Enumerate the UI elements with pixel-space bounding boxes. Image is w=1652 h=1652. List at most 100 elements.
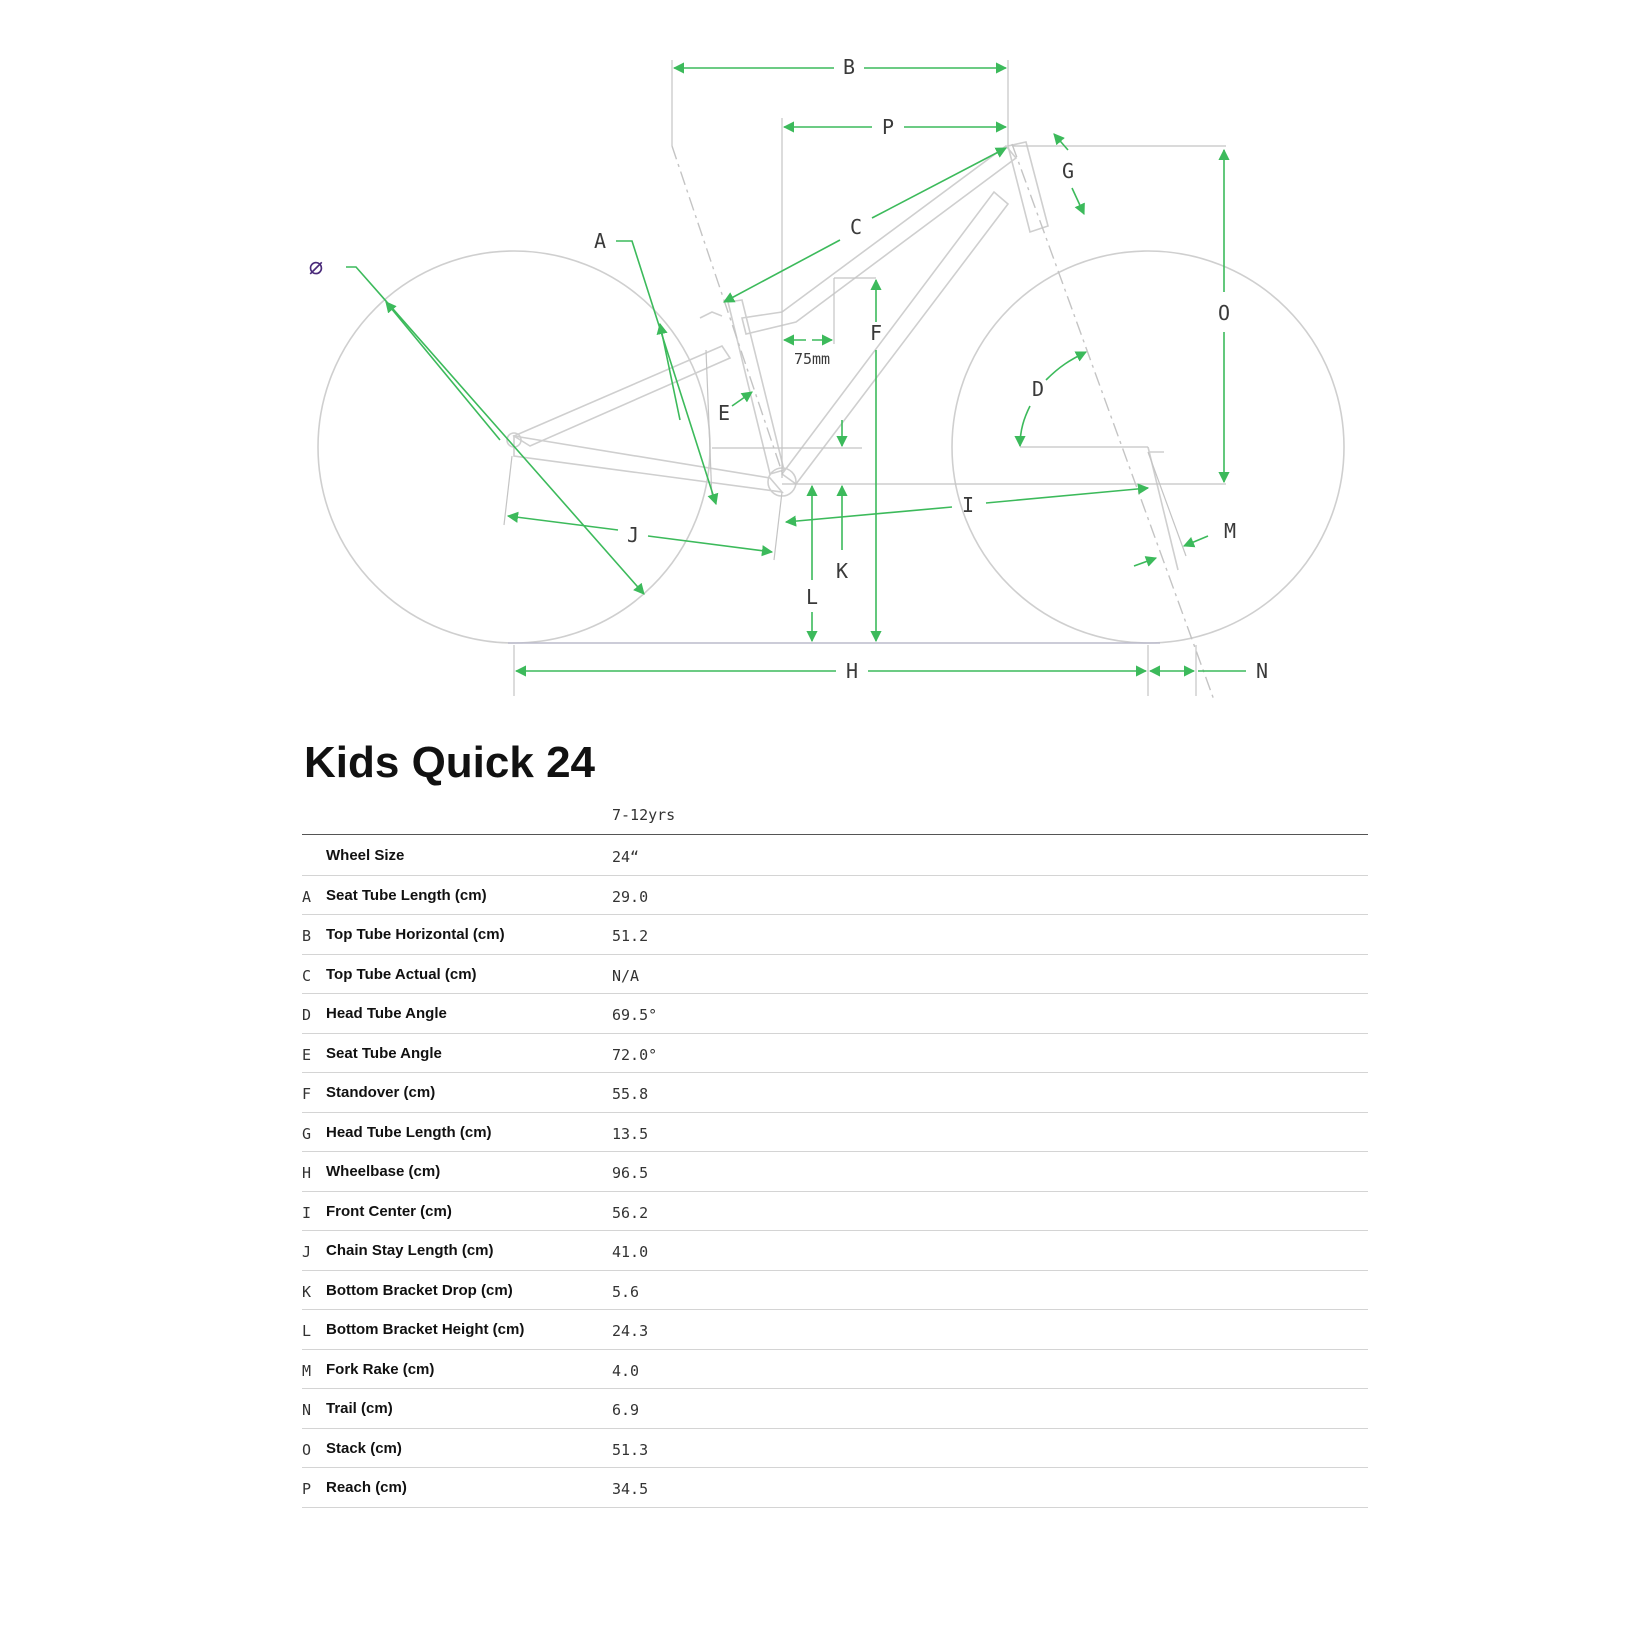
dim-i-right: [985, 483, 1150, 504]
row-value: 24“: [612, 848, 640, 866]
row-value: 96.5: [612, 1164, 649, 1182]
label-e: E: [718, 401, 730, 425]
label-l: L: [806, 585, 818, 609]
dim-m-left: [1133, 556, 1158, 567]
dim-e: [731, 391, 753, 407]
row-letter: I: [302, 1203, 312, 1222]
table-row: G Head Tube Length (cm) 13.5: [302, 1113, 1368, 1152]
row-letter: J: [302, 1243, 312, 1261]
row-letter: O: [302, 1440, 312, 1459]
page-title: Kids Quick 24: [304, 738, 596, 787]
row-label: Bottom Bracket Height (cm): [326, 1321, 525, 1338]
dim-c-upper: [871, 147, 1007, 219]
row-label: Trail (cm): [326, 1400, 393, 1417]
label-p: P: [882, 115, 894, 139]
dimension-labels: B P C G O A ⌀ E 75mm F D I M J K L H N: [309, 55, 1268, 683]
table-row: I Front Center (cm) 56.2: [302, 1192, 1368, 1231]
row-label: Fork Rake (cm): [326, 1360, 435, 1378]
row-letter: M: [302, 1361, 312, 1380]
row-value: 55.8: [612, 1085, 649, 1103]
dim-c-lower: [723, 239, 841, 303]
label-a: A: [594, 229, 606, 253]
row-value: 24.3: [612, 1322, 649, 1340]
row-label: Seat Tube Length (cm): [326, 886, 487, 904]
table-row: F Standover (cm) 55.8: [302, 1073, 1368, 1113]
row-value: 29.0: [612, 887, 649, 906]
dim-g-upper: [1053, 133, 1069, 151]
geometry-table: Wheel Size 24“ A Seat Tube Length (cm) 29.0…: [302, 836, 1368, 1508]
row-value: 72.0°: [612, 1045, 658, 1064]
row-label: Top Tube Horizontal (cm): [326, 926, 505, 943]
label-j: J: [627, 523, 639, 547]
row-letter: C: [302, 966, 312, 985]
table-row: B Top Tube Horizontal (cm) 51.2: [302, 915, 1368, 955]
row-letter: L: [302, 1322, 312, 1340]
table-row: A Seat Tube Length (cm) 29.0: [302, 876, 1368, 915]
row-letter: N: [302, 1401, 312, 1419]
dim-phi-leader: [346, 266, 645, 595]
row-label: Seat Tube Angle: [326, 1044, 442, 1062]
dim-j-left: [506, 511, 619, 531]
label-i: I: [962, 493, 974, 517]
dimension-arrows: [346, 62, 1246, 677]
steering-axis: [671, 143, 1215, 701]
label-f: F: [870, 321, 882, 345]
table-row: K Bottom Bracket Drop (cm) 5.6: [302, 1271, 1368, 1310]
row-value: 41.0: [612, 1243, 649, 1261]
row-label: Reach (cm): [326, 1479, 407, 1496]
table-row: M Fork Rake (cm) 4.0: [302, 1350, 1368, 1389]
bike-frame-outline: [317, 141, 1345, 644]
row-letter: F: [302, 1085, 312, 1103]
table-row: P Reach (cm) 34.5: [302, 1468, 1368, 1508]
table-row: J Chain Stay Length (cm) 41.0: [302, 1231, 1368, 1271]
dim-a-upper: [656, 322, 681, 421]
row-letter: H: [302, 1164, 312, 1182]
row-value: 4.0: [612, 1361, 640, 1380]
row-letter: A: [302, 887, 312, 906]
row-value: 6.9: [612, 1401, 640, 1419]
table-row: C Top Tube Actual (cm) N/A: [302, 955, 1368, 994]
label-b: B: [843, 55, 855, 79]
row-value: 51.3: [612, 1440, 649, 1459]
label-c: C: [850, 215, 862, 239]
row-label: Stack (cm): [326, 1439, 402, 1457]
dim-i-left: [784, 506, 953, 527]
table-row: D Head Tube Angle 69.5°: [302, 994, 1368, 1034]
row-letter: D: [302, 1006, 312, 1024]
label-o: O: [1218, 301, 1230, 325]
row-label: Wheel Size: [326, 847, 405, 864]
dim-a-leader: [616, 240, 719, 506]
row-value: 34.5: [612, 1480, 649, 1498]
dim-phi-upper: [385, 301, 501, 441]
row-label: Head Tube Length (cm): [326, 1123, 492, 1141]
row-letter: K: [302, 1282, 312, 1301]
row-value: 69.5°: [612, 1006, 658, 1024]
label-h: H: [846, 659, 858, 683]
dim-g-lower: [1071, 187, 1085, 216]
row-label: Bottom Bracket Drop (cm): [326, 1281, 513, 1299]
dim-d-arc-lower: [1014, 405, 1031, 448]
row-label: Top Tube Actual (cm): [326, 965, 477, 983]
bike-geometry-diagram: B P C G O A ⌀ E 75mm F D I M J K L H N: [309, 55, 1345, 701]
row-label: Head Tube Angle: [326, 1005, 447, 1022]
label-seat-offset: 75mm: [794, 350, 830, 368]
row-letter: B: [302, 927, 312, 945]
row-letter: P: [302, 1480, 312, 1498]
row-value: 13.5: [612, 1124, 649, 1143]
row-label: Standover (cm): [326, 1084, 436, 1101]
row-value: 5.6: [612, 1282, 640, 1301]
row-letter: E: [302, 1045, 312, 1064]
row-label: Front Center (cm): [326, 1202, 452, 1220]
table-row: E Seat Tube Angle 72.0°: [302, 1034, 1368, 1073]
header-divider: [302, 834, 1368, 835]
table-row: H Wheelbase (cm) 96.5: [302, 1152, 1368, 1192]
label-k: K: [836, 559, 848, 583]
dim-d-arc: [1045, 351, 1088, 381]
dim-j-right: [647, 535, 774, 557]
label-wheel-diameter: ⌀: [309, 252, 323, 280]
helper-lines: [503, 60, 1226, 696]
table-row: L Bottom Bracket Height (cm) 24.3: [302, 1310, 1368, 1350]
table-row: O Stack (cm) 51.3: [302, 1429, 1368, 1468]
label-n: N: [1256, 659, 1268, 683]
row-label: Wheelbase (cm): [326, 1163, 441, 1180]
